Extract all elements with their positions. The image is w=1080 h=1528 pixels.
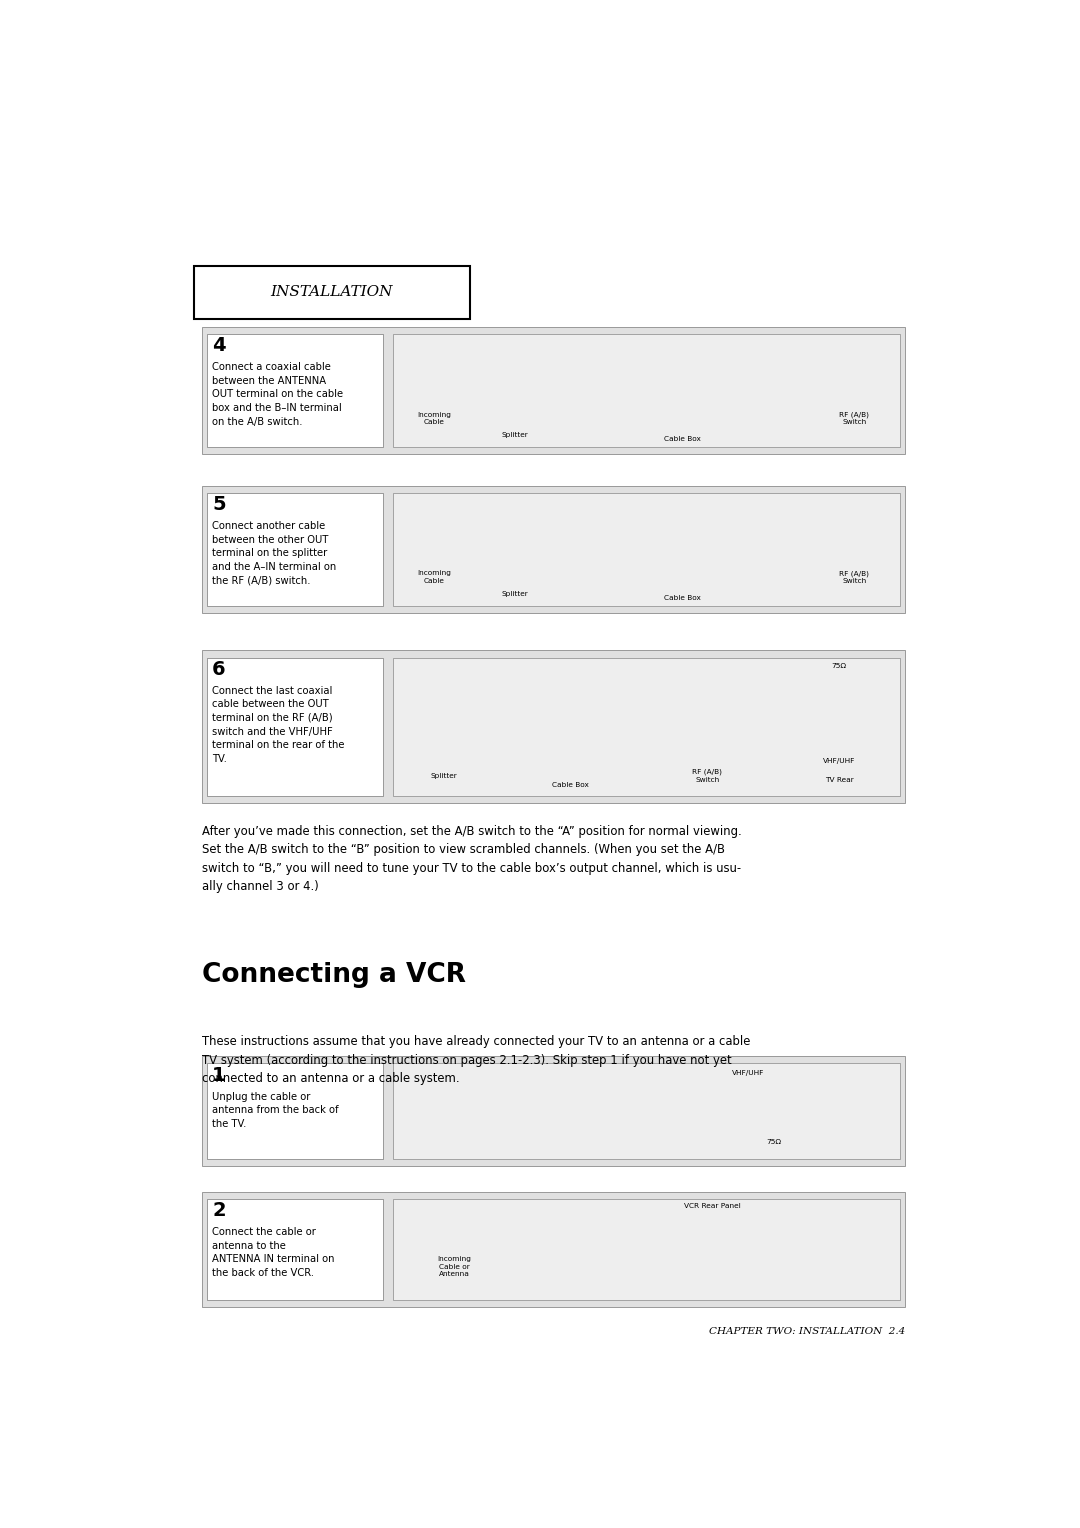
Text: Connect the cable or
antenna to the
ANTENNA IN terminal on
the back of the VCR.: Connect the cable or antenna to the ANTE…	[212, 1227, 335, 1277]
Text: Unplug the cable or
antenna from the back of
the TV.: Unplug the cable or antenna from the bac…	[212, 1091, 339, 1129]
FancyBboxPatch shape	[393, 657, 900, 796]
FancyBboxPatch shape	[207, 1199, 383, 1300]
FancyBboxPatch shape	[202, 1192, 905, 1306]
Text: Connect a coaxial cable
between the ANTENNA
OUT terminal on the cable
box and th: Connect a coaxial cable between the ANTE…	[212, 362, 343, 426]
Text: 75Ω: 75Ω	[766, 1138, 781, 1144]
FancyBboxPatch shape	[202, 327, 905, 454]
Text: CHAPTER TWO: INSTALLATION  2.4: CHAPTER TWO: INSTALLATION 2.4	[708, 1328, 905, 1337]
Text: RF (A/B)
Switch: RF (A/B) Switch	[839, 570, 869, 584]
FancyBboxPatch shape	[207, 494, 383, 605]
FancyBboxPatch shape	[207, 1063, 383, 1158]
Text: VCR Rear Panel: VCR Rear Panel	[684, 1203, 741, 1209]
Text: Connect the last coaxial
cable between the OUT
terminal on the RF (A/B)
switch a: Connect the last coaxial cable between t…	[212, 686, 345, 764]
Text: TV Rear: TV Rear	[825, 778, 853, 784]
Text: Incoming
Cable or
Antenna: Incoming Cable or Antenna	[437, 1256, 471, 1277]
FancyBboxPatch shape	[393, 494, 900, 605]
Text: Splitter: Splitter	[431, 773, 457, 779]
Text: After you’ve made this connection, set the A/B switch to the “A” position for no: After you’ve made this connection, set t…	[202, 825, 742, 892]
Text: Cable Box: Cable Box	[664, 435, 701, 442]
FancyBboxPatch shape	[202, 486, 905, 613]
Text: RF (A/B)
Switch: RF (A/B) Switch	[839, 411, 869, 425]
Text: 75Ω: 75Ω	[832, 663, 847, 669]
Text: Splitter: Splitter	[501, 591, 528, 597]
FancyBboxPatch shape	[202, 1056, 905, 1166]
FancyBboxPatch shape	[207, 657, 383, 796]
Text: Incoming
Cable: Incoming Cable	[417, 411, 450, 425]
Text: Incoming
Cable: Incoming Cable	[417, 570, 450, 584]
Text: 4: 4	[212, 336, 226, 356]
Text: Connecting a VCR: Connecting a VCR	[202, 963, 465, 989]
Text: These instructions assume that you have already connected your TV to an antenna : These instructions assume that you have …	[202, 1034, 751, 1085]
Text: 1: 1	[212, 1067, 226, 1085]
FancyBboxPatch shape	[393, 335, 900, 446]
Text: VHF/UHF: VHF/UHF	[823, 758, 855, 764]
FancyBboxPatch shape	[393, 1199, 900, 1300]
Text: Cable Box: Cable Box	[552, 782, 589, 788]
Text: Splitter: Splitter	[501, 432, 528, 439]
FancyBboxPatch shape	[393, 1063, 900, 1158]
Text: INSTALLATION: INSTALLATION	[270, 286, 393, 299]
Text: 2: 2	[212, 1201, 226, 1219]
Text: 6: 6	[212, 660, 226, 678]
FancyBboxPatch shape	[202, 651, 905, 804]
Text: Cable Box: Cable Box	[664, 594, 701, 601]
Text: VHF/UHF: VHF/UHF	[732, 1070, 765, 1076]
Text: 5: 5	[212, 495, 226, 513]
Bar	[193, 266, 470, 319]
Text: Connect another cable
between the other OUT
terminal on the splitter
and the A–I: Connect another cable between the other …	[212, 521, 336, 585]
Text: RF (A/B)
Switch: RF (A/B) Switch	[692, 769, 723, 782]
FancyBboxPatch shape	[207, 335, 383, 446]
